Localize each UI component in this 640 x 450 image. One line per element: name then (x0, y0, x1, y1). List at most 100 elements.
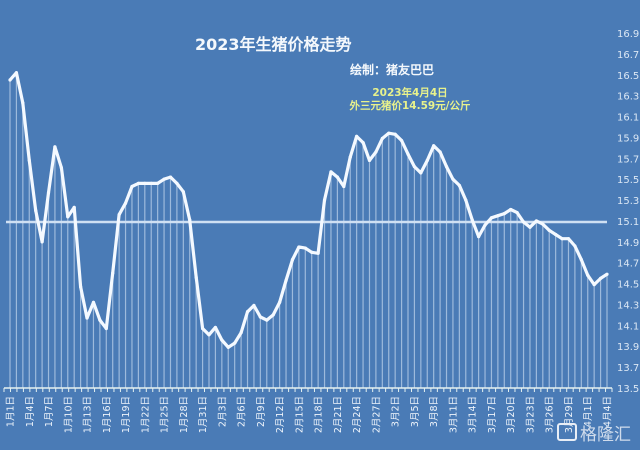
y-tick-label: 16.7 (617, 50, 639, 61)
y-tick-label: 14.5 (617, 280, 639, 291)
x-tick-label: 2月12日 (275, 396, 286, 433)
data-point (355, 134, 359, 138)
data-point (316, 251, 320, 255)
data-point (560, 237, 564, 241)
data-point (40, 240, 44, 244)
data-point (329, 170, 333, 174)
y-tick-label: 14.9 (617, 238, 639, 249)
data-point (393, 132, 397, 136)
data-point (310, 250, 314, 254)
data-point (496, 214, 500, 218)
data-point (374, 150, 378, 154)
data-point (406, 152, 410, 156)
y-tick-label: 16.9 (617, 29, 639, 40)
x-tick-label: 3月5日 (410, 396, 421, 427)
data-point (438, 150, 442, 154)
data-point (303, 246, 307, 250)
x-tick-label: 2月6日 (237, 396, 248, 427)
x-tick-label: 3月20日 (506, 396, 517, 433)
y-tick-label: 16.5 (617, 71, 639, 82)
data-point (297, 245, 301, 249)
data-point (271, 313, 275, 317)
data-point (136, 181, 140, 185)
x-tick-label: 2月21日 (333, 396, 344, 433)
x-tick-label: 1月31日 (198, 396, 209, 433)
data-point (432, 144, 436, 148)
data-point (348, 155, 352, 159)
data-point (425, 158, 429, 162)
data-point (53, 145, 57, 149)
data-point (605, 272, 609, 276)
data-point (566, 237, 571, 241)
data-point (27, 158, 31, 162)
x-tick-label: 1月25日 (160, 396, 171, 433)
y-tick-label: 15.7 (617, 154, 639, 165)
data-point (207, 333, 211, 337)
data-point (464, 198, 468, 202)
annotation-date: 2023年4月4日 (372, 86, 447, 99)
x-tick-label: 3月17日 (487, 396, 498, 433)
data-point (156, 181, 160, 185)
data-point (278, 300, 282, 304)
series-line (8, 71, 608, 349)
x-tick-label: 3月2日 (391, 396, 402, 427)
data-point (284, 278, 288, 283)
data-point (66, 215, 70, 219)
data-point (98, 318, 102, 322)
x-tick-label: 2月24日 (352, 396, 363, 433)
data-point (104, 326, 108, 331)
x-tick-label: 3月23日 (525, 396, 536, 433)
data-point (399, 138, 404, 143)
watermark-logo: 格隆汇 (557, 423, 631, 445)
y-tick-label: 13.7 (617, 363, 639, 374)
x-tick-label: 1月28日 (179, 396, 190, 433)
data-point (444, 165, 449, 169)
y-tick-label: 16.1 (617, 113, 639, 124)
data-point (592, 283, 596, 287)
data-point (91, 300, 96, 304)
data-point (457, 183, 461, 188)
data-point (123, 201, 128, 205)
data-point (226, 345, 230, 349)
data-point (412, 165, 417, 169)
data-point (534, 219, 538, 223)
data-point (342, 184, 346, 189)
y-tick-label: 13.5 (617, 384, 639, 395)
x-tick-label: 3月26日 (545, 396, 556, 433)
data-point (130, 184, 134, 189)
x-axis-ticks: 1月1日 1月4日 1月7日 1月10日 1月13日 1月16日 1月19日 1月22日 1月2… (6, 396, 614, 433)
data-point (470, 218, 474, 222)
x-tick-label: 1月13日 (83, 396, 94, 433)
data-point (213, 325, 218, 330)
y-tick-label: 14.1 (617, 321, 639, 332)
x-tick-label: 3月29日 (564, 396, 575, 433)
data-point (502, 212, 506, 216)
x-axis (3, 387, 613, 392)
data-point (322, 198, 327, 202)
x-tick-label: 4月4日 (603, 396, 614, 427)
data-point (477, 235, 481, 239)
data-point (181, 190, 185, 194)
data-point (239, 331, 243, 335)
data-point (258, 315, 262, 319)
y-tick-label: 13.9 (617, 342, 639, 353)
data-point (451, 177, 455, 181)
x-tick-label: 1月22日 (140, 396, 151, 433)
data-point (34, 208, 38, 213)
data-point (14, 71, 19, 75)
data-point (419, 171, 423, 175)
data-point (143, 181, 147, 185)
data-point (245, 310, 250, 314)
y-axis-ticks: 16.9 16.7 16.5 16.3 16.1 15.9 15.7 15.5 15.3 15.1… (617, 29, 639, 395)
data-point (521, 220, 526, 224)
y-tick-label: 14.7 (617, 259, 639, 270)
data-point (149, 181, 153, 185)
data-point (554, 232, 558, 237)
data-point (117, 213, 121, 217)
data-point (233, 341, 237, 345)
data-point (290, 257, 295, 262)
data-point (188, 218, 192, 222)
data-point (79, 285, 83, 289)
data-point (573, 244, 577, 248)
x-tick-label: 2月9日 (256, 396, 267, 427)
